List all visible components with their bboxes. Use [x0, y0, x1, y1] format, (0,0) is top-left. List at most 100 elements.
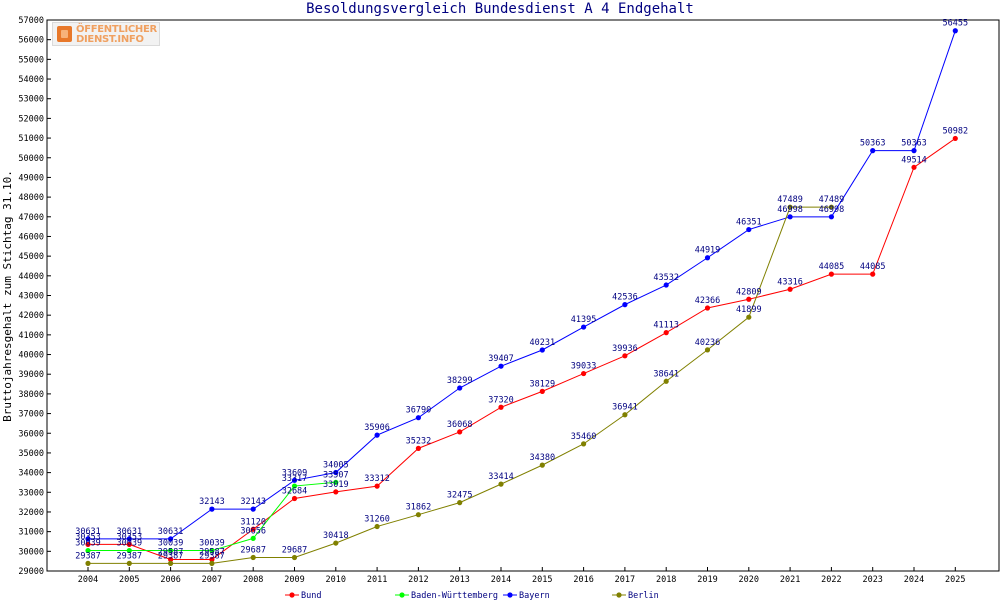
data-point-berlin	[581, 441, 587, 447]
data-label-bund: 31120	[240, 517, 266, 527]
data-label-bayern: 50363	[860, 139, 886, 149]
data-label-bund: 42366	[695, 296, 721, 306]
data-label-bund: 35232	[406, 436, 432, 446]
legend-label-bayern: Bayern	[519, 591, 550, 600]
data-label-bund: 41113	[653, 321, 679, 331]
logo-line-1: ÖFFENTLICHER	[76, 24, 157, 35]
y-tick-label: 45000	[18, 252, 44, 262]
data-label-bayern: 32143	[199, 497, 225, 507]
data-point-berlin	[250, 554, 256, 561]
data-label-bayern: 34005	[323, 461, 349, 471]
data-label-berlin: 41899	[736, 305, 762, 315]
series-line-bayern	[88, 30, 956, 540]
legend-label-baden-w-rttemberg: Baden-Württemberg	[411, 591, 498, 600]
data-label-baden-w-rttemberg: 30039	[117, 539, 143, 549]
y-tick-label: 41000	[18, 331, 44, 341]
data-label-bund: 50982	[943, 126, 969, 136]
x-tick-label: 2011	[367, 575, 387, 585]
data-point-bayern	[870, 148, 876, 154]
data-point-berlin	[663, 378, 669, 384]
data-label-bund: 42809	[736, 287, 762, 297]
legend-marker-baden-w-rttemberg	[399, 592, 405, 598]
data-label-berlin: 29387	[158, 551, 184, 561]
data-point-bund	[209, 556, 215, 563]
data-point-bayern	[209, 506, 215, 512]
y-tick-label: 30000	[18, 547, 44, 557]
data-point-berlin	[415, 512, 421, 518]
x-tick-label: 2009	[284, 575, 304, 585]
data-label-bayern: 46998	[819, 205, 845, 215]
data-point-baden-w-rttemberg	[291, 483, 298, 489]
y-tick-label: 31000	[18, 528, 44, 538]
data-point-berlin	[291, 554, 298, 561]
y-tick-label: 40000	[18, 351, 44, 361]
data-point-bayern	[126, 536, 132, 542]
data-point-bund	[333, 489, 339, 495]
data-label-bayern: 33609	[282, 468, 308, 478]
data-label-berlin: 40236	[695, 338, 721, 348]
data-point-berlin	[168, 560, 174, 566]
x-tick-label: 2007	[202, 575, 222, 585]
data-label-baden-w-rttemberg: 30039	[199, 539, 225, 549]
data-label-bund: 29587	[199, 547, 225, 557]
data-point-bayern	[952, 28, 958, 34]
y-axis-title: Bruttojahresgehalt zum Stichtag 31.10.	[1, 170, 14, 422]
y-tick-label: 29000	[18, 567, 44, 577]
data-point-bund	[828, 271, 835, 277]
data-label-bund: 29587	[158, 547, 184, 557]
y-tick-label: 55000	[18, 55, 44, 65]
data-label-bund: 33312	[364, 474, 390, 484]
data-point-berlin	[704, 347, 711, 353]
data-point-bund	[870, 271, 876, 277]
x-tick-label: 2025	[945, 575, 965, 585]
y-tick-label: 32000	[18, 508, 44, 518]
y-tick-label: 56000	[18, 36, 44, 46]
y-tick-label: 51000	[18, 134, 44, 144]
data-label-bayern: 50363	[901, 139, 927, 149]
data-label-bund: 39936	[612, 344, 638, 354]
data-label-bund: 36068	[447, 420, 473, 430]
data-point-bund	[911, 164, 917, 170]
data-label-berlin: 35460	[571, 432, 597, 442]
data-label-bayern: 43532	[653, 273, 679, 283]
data-point-berlin	[828, 204, 835, 210]
data-point-berlin	[85, 560, 91, 566]
data-label-bayern: 42536	[612, 293, 638, 303]
y-tick-label: 52000	[18, 114, 44, 124]
y-tick-label: 54000	[18, 75, 44, 85]
x-tick-label: 2022	[821, 575, 841, 585]
x-tick-label: 2012	[408, 575, 428, 585]
data-label-baden-w-rttemberg: 30039	[75, 539, 101, 549]
data-point-bund	[539, 388, 545, 394]
y-tick-label: 50000	[18, 154, 44, 164]
data-label-bayern: 46351	[736, 218, 762, 228]
chart-title: Besoldungsvergleich Bundesdienst A 4 End…	[306, 1, 694, 17]
data-point-berlin	[787, 204, 793, 210]
data-label-berlin: 29387	[199, 551, 225, 561]
data-label-bund: 37320	[488, 395, 514, 405]
data-label-berlin: 29387	[117, 551, 143, 561]
data-label-baden-w-rttemberg: 30656	[240, 526, 266, 536]
data-label-bayern: 38299	[447, 376, 473, 386]
y-tick-label: 38000	[18, 390, 44, 400]
x-tick-label: 2013	[449, 575, 469, 585]
data-label-bund: 49514	[901, 155, 927, 165]
data-point-bayern	[168, 536, 174, 542]
data-point-bayern	[374, 432, 380, 438]
logo-line-2: DIENST.INFO	[76, 34, 144, 45]
y-tick-label: 44000	[18, 272, 44, 282]
data-point-bund	[581, 370, 587, 377]
data-point-bund	[415, 445, 421, 451]
data-point-bund	[787, 286, 793, 292]
data-point-bayern	[415, 415, 421, 421]
legend-label-bund: Bund	[301, 591, 321, 600]
data-label-berlin: 34380	[530, 453, 556, 463]
data-point-bayern	[581, 324, 587, 330]
x-tick-label: 2020	[739, 575, 759, 585]
data-point-bund	[291, 495, 298, 502]
x-tick-label: 2010	[326, 575, 346, 585]
y-tick-label: 57000	[18, 16, 44, 26]
data-label-bayern: 30631	[158, 527, 184, 537]
data-point-bund	[498, 404, 504, 410]
data-label-berlin: 36941	[612, 403, 638, 413]
